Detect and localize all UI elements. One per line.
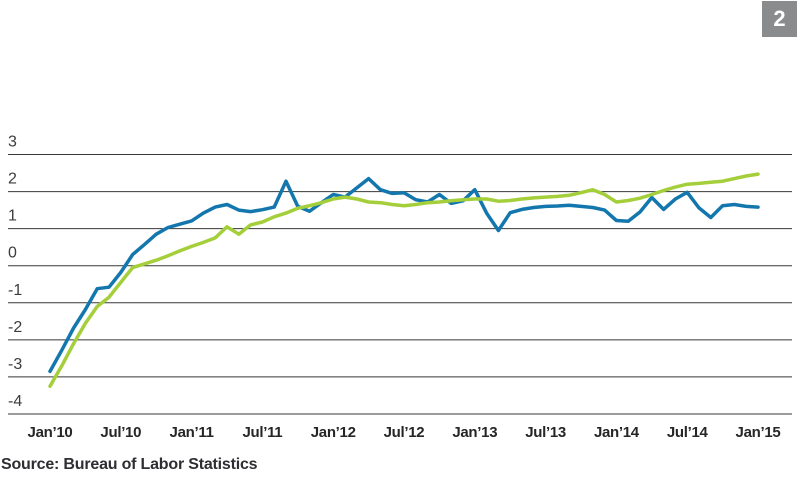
x-axis-tick-label: Jan’10 <box>28 424 73 441</box>
x-axis-tick-label: Jul’12 <box>384 424 425 441</box>
x-axis-tick-label: Jul’14 <box>667 424 709 441</box>
y-axis-tick-label: 0 <box>8 245 17 262</box>
y-axis-tick-label: 3 <box>8 134 17 151</box>
x-axis-tick-label: Jan’15 <box>736 424 781 441</box>
green-series-line <box>48 172 760 388</box>
x-axis-tick-label: Jan’13 <box>452 424 497 441</box>
y-axis-tick-label: -1 <box>8 282 22 299</box>
x-axis-tick-label: Jul’10 <box>100 424 141 441</box>
y-axis-tick-label: 2 <box>8 171 17 188</box>
y-axis-tick-label: 1 <box>8 208 17 225</box>
y-axis-tick-label: -4 <box>8 393 22 410</box>
source-note: Source: Bureau of Labor Statistics <box>1 456 258 473</box>
page-number-badge: 2 <box>762 1 797 37</box>
x-axis-tick-label: Jan’12 <box>311 424 356 441</box>
y-axis-tick-label: -2 <box>8 319 22 336</box>
y-axis-tick-label: -3 <box>8 356 22 373</box>
x-axis-tick-label: Jan’14 <box>594 424 640 441</box>
x-axis-tick-label: Jul’11 <box>242 424 282 441</box>
x-axis-tick-label: Jan’11 <box>170 424 214 441</box>
blue-series-line <box>48 176 760 374</box>
x-axis-tick-label: Jul’13 <box>525 424 566 441</box>
